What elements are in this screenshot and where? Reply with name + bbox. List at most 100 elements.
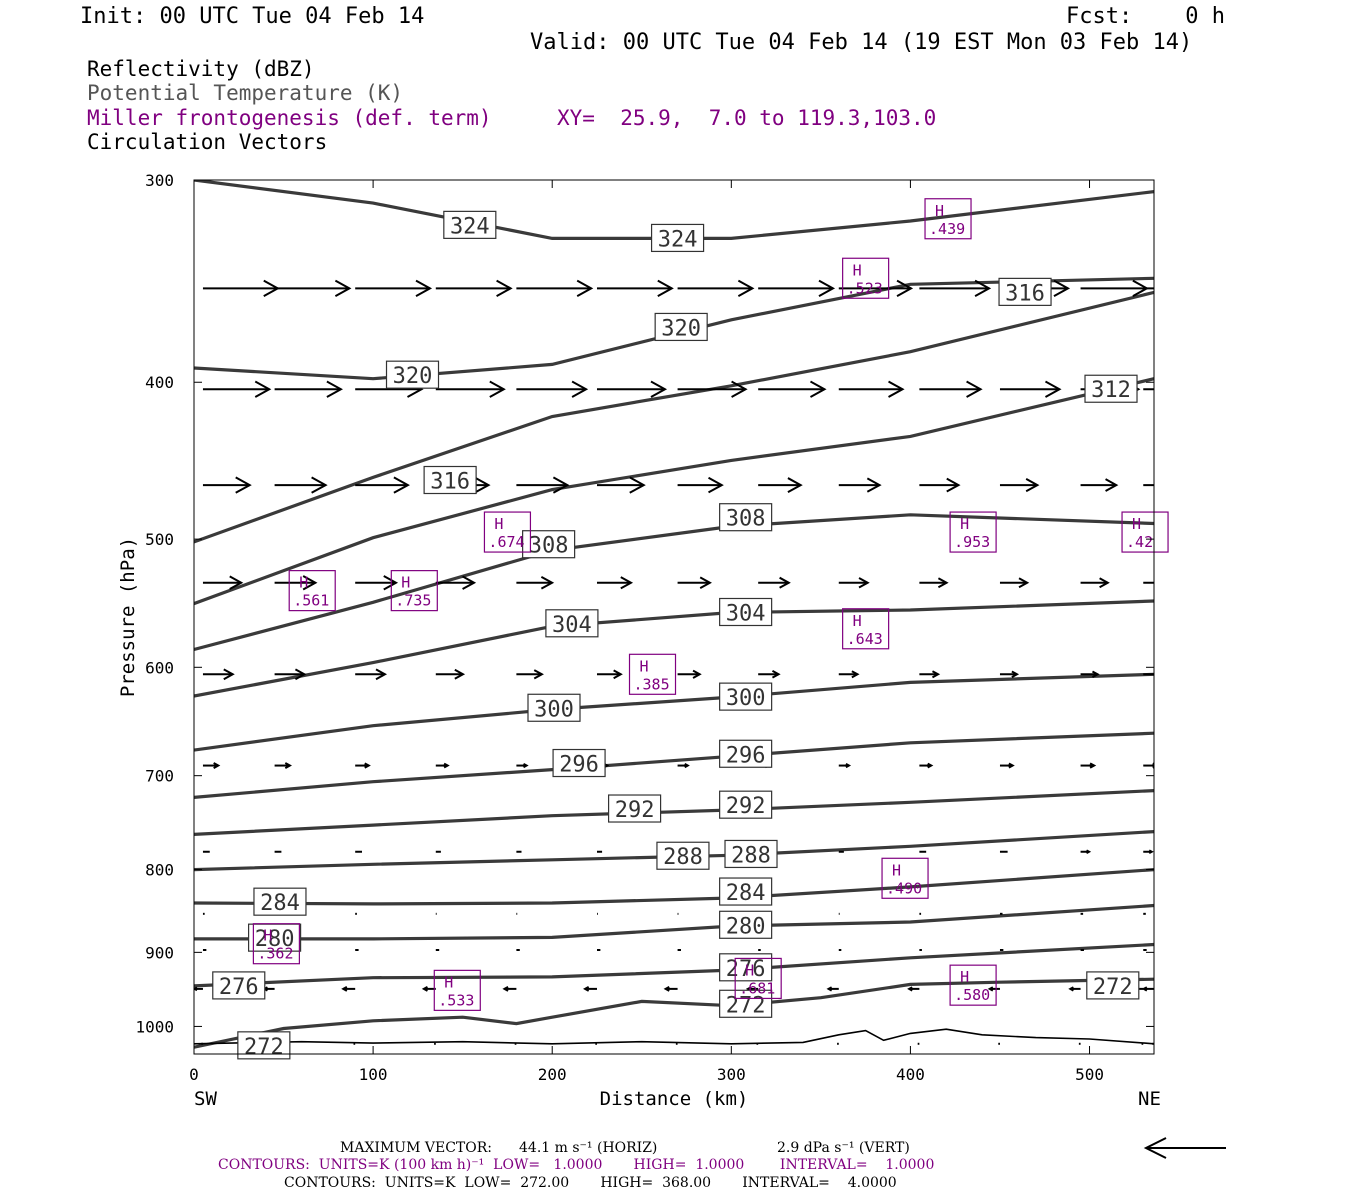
svg-text:.643: .643	[847, 630, 883, 648]
frontogenesis-max-marker: H.42	[1121, 511, 1169, 553]
svg-text:272: 272	[726, 993, 766, 1018]
circulation-vector	[826, 986, 839, 992]
x-tick-label: 400	[896, 1065, 925, 1084]
contour-label: 280	[719, 910, 773, 939]
frontogenesis-max-marker: H.490	[881, 857, 929, 899]
circulation-vector	[583, 986, 597, 992]
theta-contour-288	[194, 830, 1154, 872]
x-tick-label: 500	[1075, 1065, 1104, 1084]
contour-label: 296	[719, 739, 773, 768]
circulation-vector	[596, 576, 634, 590]
circulation-vector	[262, 986, 275, 992]
y-tick-label: 900	[145, 943, 174, 962]
circulation-vector	[502, 986, 517, 992]
circulation-vector	[1141, 986, 1154, 992]
circulation-vector	[838, 762, 852, 769]
circulation-vector	[202, 476, 252, 494]
contours-theta-info: CONTOURS: UNITS=K LOW= 272.00 HIGH= 368.…	[284, 1175, 897, 1191]
svg-text:312: 312	[1091, 378, 1131, 403]
contour-label: 324	[650, 223, 705, 252]
svg-text:H: H	[494, 515, 503, 533]
svg-text:.735: .735	[395, 592, 431, 610]
svg-text:H: H	[935, 202, 944, 220]
circulation-vector	[355, 668, 388, 681]
x-tick-label: 200	[538, 1065, 567, 1084]
svg-text:H: H	[960, 515, 969, 533]
svg-text:H: H	[640, 657, 649, 675]
circulation-vector	[677, 476, 724, 494]
svg-text:272: 272	[1093, 975, 1133, 1000]
circulation-vector	[1154, 281, 1215, 296]
circulation-vector	[1080, 849, 1092, 855]
x-tick-label: 300	[717, 1065, 746, 1084]
reference-vector-arrow	[1143, 1137, 1226, 1159]
contour-label: 272	[237, 1031, 291, 1060]
circulation-vector	[435, 575, 477, 590]
circulation-vector	[999, 478, 1040, 493]
contour-label: 316	[423, 465, 477, 495]
circulation-vector	[202, 575, 244, 590]
svg-text:H: H	[444, 973, 453, 991]
y-tick-label: 600	[145, 658, 174, 677]
circulation-vector	[677, 576, 712, 589]
circulation-vector	[677, 669, 702, 679]
circulation-vector	[999, 380, 1062, 398]
circulation-vector	[838, 279, 914, 297]
legend-potential-temperature: Potential Temperature (K)	[87, 81, 404, 105]
svg-text:324: 324	[658, 227, 698, 252]
svg-text:320: 320	[661, 316, 701, 341]
svg-text:324: 324	[450, 214, 490, 239]
circulation-vector	[1080, 577, 1110, 589]
circulation-vector	[435, 668, 466, 680]
frontogenesis-max-marker: H.533	[433, 969, 481, 1011]
frontogenesis-max-marker: H.385	[628, 653, 677, 695]
circulation-vector	[202, 668, 235, 681]
svg-text:.523: .523	[847, 279, 883, 297]
theta-contour-labels: 324 324 320 320 316 312 316 308 308 304 304 300 300 2…	[212, 210, 1140, 1060]
frontogenesis-max-marker: H.580	[949, 964, 997, 1006]
circulation-vector	[838, 577, 870, 589]
circulation-vector	[435, 762, 450, 769]
contour-label: 312	[1084, 374, 1138, 403]
circulation-vector	[758, 670, 781, 679]
circulation-vector	[1080, 670, 1100, 678]
circulation-vector	[1143, 673, 1154, 676]
circulation-vector	[1080, 279, 1149, 297]
frontogenesis-max-marker: H.523	[842, 257, 890, 299]
svg-text:.561: .561	[293, 592, 329, 610]
circulation-vector	[1154, 480, 1186, 491]
svg-text:.953: .953	[954, 533, 990, 551]
frontogenesis-max-marker: H.953	[949, 511, 997, 553]
y-tick-label: 400	[145, 373, 174, 392]
svg-text:H: H	[1132, 515, 1141, 533]
svg-text:292: 292	[726, 794, 766, 819]
svg-text:292: 292	[615, 798, 655, 823]
contour-label: 324	[443, 210, 497, 239]
x-axis-right-end-label: NE	[1138, 1088, 1161, 1110]
circulation-vector	[1143, 762, 1154, 769]
y-tick-label: 700	[145, 767, 174, 786]
circulation-vector	[274, 380, 343, 398]
circulation-vector	[516, 476, 570, 494]
circulation-vector	[355, 575, 399, 591]
contour-label: 308	[719, 503, 773, 532]
circulation-vector	[516, 575, 555, 590]
svg-text:H: H	[401, 574, 410, 592]
circulation-vector	[838, 380, 905, 398]
circulation-vector	[274, 762, 292, 769]
svg-text:316: 316	[430, 470, 470, 495]
circulation-vector	[596, 279, 674, 297]
contour-label: 292	[719, 790, 773, 819]
circulation-vector	[919, 477, 961, 493]
svg-text:.533: .533	[438, 991, 474, 1009]
contour-label: 284	[719, 877, 773, 906]
contour-label: 296	[552, 748, 606, 778]
circulation-vector	[1068, 986, 1081, 992]
forecast-hour: Fcst: 0 h	[1066, 4, 1225, 29]
svg-text:288: 288	[663, 845, 703, 870]
svg-text:288: 288	[731, 843, 771, 868]
svg-text:H: H	[263, 927, 272, 945]
contour-label: 292	[607, 794, 662, 823]
theta-contour-292	[194, 789, 1154, 836]
contours-frontogenesis-info: CONTOURS: UNITS=K (100 km h)⁻¹ LOW= 1.00…	[218, 1157, 935, 1173]
